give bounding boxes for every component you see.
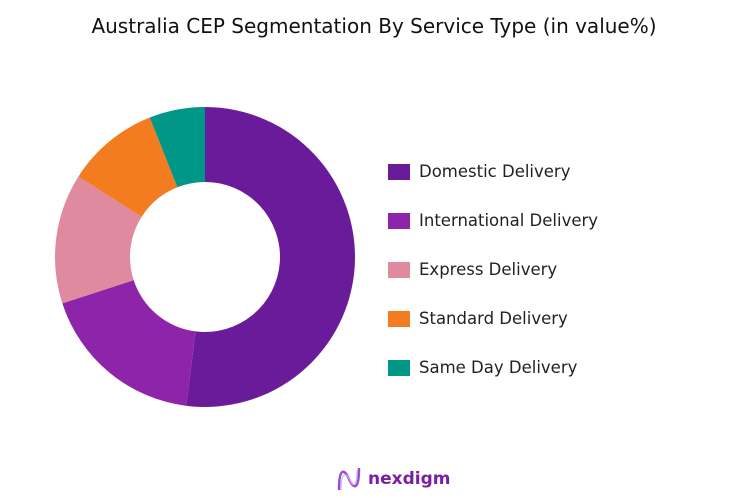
legend-item: Standard Delivery — [388, 294, 598, 343]
logo-wave-icon — [337, 467, 361, 491]
legend-swatch — [388, 261, 410, 278]
legend-label: Express Delivery — [419, 260, 558, 279]
nexdigm-logo: nexdigm — [336, 466, 450, 492]
legend-swatch — [388, 212, 410, 229]
legend-item: Express Delivery — [388, 245, 598, 294]
chart-title: Australia CEP Segmentation By Service Ty… — [91, 14, 657, 38]
slice-express-delivery — [55, 176, 142, 304]
legend-label: International Delivery — [419, 211, 599, 230]
legend: Domestic Delivery International Delivery E… — [388, 147, 598, 392]
legend-swatch — [388, 310, 410, 327]
legend-item: International Delivery — [388, 196, 598, 245]
logo-text: nexdigm — [368, 469, 451, 489]
legend-item: Same Day Delivery — [388, 343, 598, 392]
legend-label: Same Day Delivery — [419, 358, 578, 377]
slice-same-day-delivery — [149, 107, 205, 188]
legend-swatch — [388, 359, 410, 376]
legend-label: Domestic Delivery — [419, 162, 571, 181]
legend-label: Standard Delivery — [419, 309, 568, 328]
legend-swatch — [388, 163, 410, 180]
legend-item: Domestic Delivery — [388, 147, 598, 196]
slice-standard-delivery — [78, 117, 178, 217]
slice-international-delivery — [62, 280, 196, 406]
slice-domestic-delivery — [186, 107, 355, 407]
